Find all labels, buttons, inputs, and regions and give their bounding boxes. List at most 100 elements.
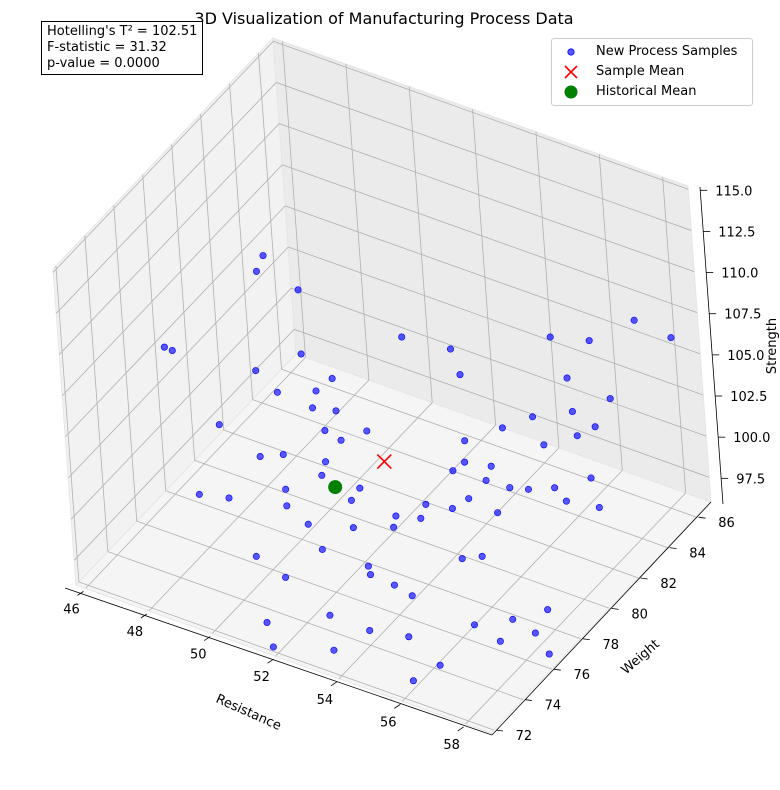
sample-point <box>587 474 595 482</box>
sample-point <box>321 427 329 435</box>
grid-line <box>258 53 282 370</box>
grid-line <box>285 205 701 355</box>
grid-line <box>288 246 704 396</box>
x-axis-line <box>64 587 493 736</box>
sample-point <box>546 333 554 341</box>
sample-point <box>509 615 517 623</box>
sample-point <box>347 496 355 504</box>
y-tick <box>611 607 619 610</box>
sample-point <box>349 524 357 532</box>
y-tick-label: 82 <box>660 577 677 592</box>
sample-point <box>282 573 290 581</box>
sample-point <box>195 490 203 498</box>
sample-point <box>524 485 532 493</box>
grid-line <box>598 154 623 471</box>
grid-line <box>408 86 433 403</box>
x-axis-label: Resistance <box>213 692 283 734</box>
grid-line <box>85 357 306 589</box>
sample-point <box>448 504 456 512</box>
legend-x-icon <box>564 65 578 79</box>
sample-point <box>422 500 430 508</box>
x-axis: 46 48 50 52 54 56 58 <box>63 587 493 753</box>
legend-green-dot-icon <box>564 85 578 99</box>
sample-point <box>337 436 345 444</box>
grid-line <box>279 123 695 272</box>
grid-line <box>252 399 668 548</box>
grid-line <box>136 520 552 670</box>
grid-lines <box>52 40 710 731</box>
sample-point <box>160 343 168 351</box>
y-tick <box>698 516 706 519</box>
grid-line <box>276 82 692 231</box>
f-statistic-text: F-statistic = 31.32 <box>47 40 167 55</box>
sample-point <box>487 462 495 470</box>
y-axis-line <box>491 501 712 736</box>
sample-point <box>283 502 291 510</box>
sample-point <box>294 286 302 294</box>
sample-point <box>465 495 473 503</box>
grid-line <box>142 174 167 491</box>
grid-line <box>291 287 707 437</box>
sample-point <box>544 606 552 614</box>
grid-line <box>465 492 686 725</box>
grid-line <box>61 164 283 397</box>
legend-item-samples: New Process Samples <box>552 42 752 62</box>
legend: New Process Samples Sample Mean Historic… <box>551 38 753 106</box>
sample-point <box>390 523 398 531</box>
sample-point <box>573 432 581 440</box>
grid-line <box>273 40 689 190</box>
data-marks <box>160 252 675 685</box>
historical-mean-marker <box>328 480 343 495</box>
sample-point <box>330 646 338 654</box>
grid-line <box>194 460 610 609</box>
grid-line <box>275 424 496 657</box>
z-tick-label: 115.0 <box>715 184 752 199</box>
sample-point <box>215 421 223 429</box>
sample-point <box>328 375 336 383</box>
grid-line <box>58 123 280 355</box>
sample-point <box>225 494 233 502</box>
sample-point <box>540 441 548 449</box>
y-tick <box>524 699 532 701</box>
sample-point <box>551 484 559 492</box>
y-tick-label: 86 <box>718 516 735 531</box>
sample-point <box>563 374 571 382</box>
sample-point <box>322 458 330 466</box>
x-tick <box>330 681 338 687</box>
z-tick-label: 97.5 <box>736 472 765 487</box>
grid-line <box>165 490 581 640</box>
x-tick <box>267 658 274 664</box>
grid-line <box>67 246 289 479</box>
legend-item-sample-mean: Sample Mean <box>552 62 752 82</box>
sample-point <box>408 592 416 600</box>
grid-line <box>211 402 433 634</box>
sample-point <box>263 619 271 627</box>
grid-line <box>113 205 138 522</box>
sample-point <box>269 643 277 651</box>
legend-circle-icon <box>567 48 575 56</box>
sample-point <box>273 388 281 396</box>
sample-point <box>562 497 570 505</box>
z-tick-label: 102.5 <box>730 390 767 405</box>
legend-item-historical-mean: Historical Mean <box>552 82 752 102</box>
z-axis-label: Strength <box>765 318 780 374</box>
y-tick-label: 78 <box>602 638 619 653</box>
grid-line <box>282 164 698 314</box>
chart-title: 3D Visualization of Manufacturing Proces… <box>194 9 573 28</box>
sample-point <box>458 555 466 563</box>
grid-line <box>282 41 306 358</box>
grid-line <box>338 447 560 680</box>
sample-point <box>363 427 371 435</box>
sample-point <box>312 387 320 395</box>
sample-point <box>449 467 457 475</box>
sample-point <box>252 367 260 375</box>
grid-line <box>64 205 286 438</box>
sample-point <box>256 452 264 460</box>
sample-point <box>606 395 614 403</box>
z-tick-label: 110.0 <box>721 267 758 282</box>
sample-point <box>461 437 469 445</box>
x-tick <box>394 704 401 709</box>
y-tick <box>553 668 561 671</box>
grid-line <box>535 131 560 448</box>
